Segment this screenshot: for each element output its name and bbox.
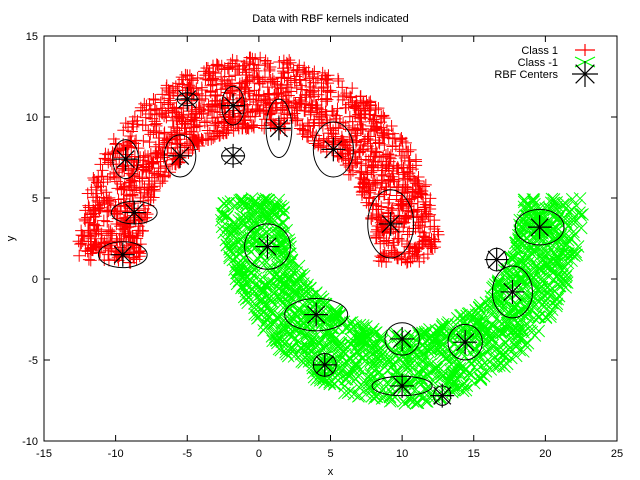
rbf-kernel-ellipse [384, 322, 420, 356]
rbf-kernel-ellipse [97, 241, 148, 269]
rbf-center-point [122, 200, 147, 225]
chart-title: Data with RBF kernels indicated [252, 13, 409, 25]
rbf-center-point [390, 373, 415, 398]
rbf-center-point [312, 352, 337, 377]
rbf-kernel-ellipse [163, 134, 197, 178]
y-tick-label: 10 [26, 112, 38, 124]
legend-label-class-neg1: Class -1 [518, 57, 558, 69]
x-tick-label: 20 [539, 448, 551, 460]
plus-markers [72, 51, 445, 269]
y-tick-label: 15 [26, 31, 38, 43]
rbf-center-point [221, 93, 246, 118]
y-tick-label: 0 [32, 274, 38, 286]
rbf-kernel-ellipse [514, 208, 565, 246]
rbf-kernel-ellipse [244, 223, 291, 270]
rbf-center-point [453, 330, 478, 355]
x-tick-label: 5 [327, 448, 333, 460]
x-tick-label: -10 [108, 448, 124, 460]
rbf-center-point [255, 234, 280, 259]
rbf-center-point [500, 279, 525, 304]
rbf-kernel-ellipse [367, 189, 415, 259]
x-tick-label: -5 [182, 448, 192, 460]
rbf-kernel-ellipse [284, 297, 349, 332]
y-tick-label: -10 [22, 436, 38, 448]
rbf-center-point [110, 242, 135, 267]
legend-label-rbf-centers: RBF Centers [494, 69, 558, 81]
rbf-kernel-ellipse [447, 323, 483, 361]
rbf-center-point [378, 211, 403, 236]
legend-label-class1: Class 1 [521, 45, 558, 57]
rbf-kernel-ellipse [265, 98, 293, 158]
legend: Class 1 Class -1 RBF Centers [494, 44, 598, 87]
rbf-center-point [113, 147, 138, 172]
rbf-kernel-ellipse [112, 139, 140, 180]
rbf-center-markers [110, 87, 552, 408]
rbf-center-point [390, 326, 415, 351]
rbf-kernel-ellipse [312, 121, 354, 178]
y-tick-label: -5 [28, 355, 38, 367]
class-neg1-points [214, 192, 589, 410]
rbf-center-point [484, 247, 509, 272]
x-tick-label: 25 [611, 448, 623, 460]
class1-points [72, 51, 445, 269]
x-tick-label: 0 [256, 448, 262, 460]
y-tick-label: 5 [32, 193, 38, 205]
rbf-center-point [321, 137, 346, 162]
rbf-center-point [175, 87, 200, 112]
x-tick-label: 10 [396, 448, 408, 460]
rbf-center-point [266, 116, 291, 141]
rbf-center-point [221, 143, 246, 168]
x-tick-label: -15 [36, 448, 52, 460]
x-tick-label: 15 [468, 448, 480, 460]
legend-star-marker [572, 61, 598, 87]
rbf-center-point [527, 215, 552, 240]
legend-marker-class1 [575, 44, 595, 56]
y-axis-label: y [5, 235, 17, 241]
rbf-kernel-ellipse [491, 265, 533, 319]
rbf-center-point [304, 302, 329, 327]
x-axis-label: x [328, 466, 334, 478]
rbf-center-point [168, 143, 193, 168]
rbf-center-point [430, 383, 455, 408]
legend-plus-marker [575, 44, 595, 56]
legend-marker-rbf-centers [572, 61, 598, 87]
cross-markers [214, 192, 589, 410]
